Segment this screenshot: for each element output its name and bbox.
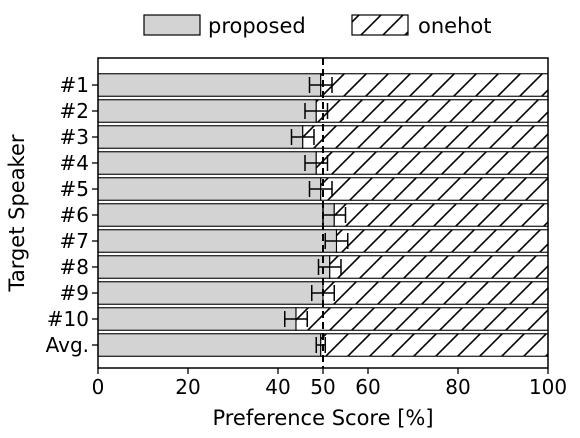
x-tick-label: 40	[265, 375, 290, 399]
bar-proposed-1	[97, 73, 322, 97]
bar-onehot-7	[335, 229, 549, 253]
x-axis-ticks: 0 20 40 50 60 80 100	[92, 368, 567, 399]
bar-onehot-9	[322, 281, 549, 305]
x-tick-label: 0	[92, 375, 105, 399]
y-axis-title: Target Speaker	[5, 134, 29, 292]
error-bars-group	[284, 77, 349, 353]
y-tick-label: #3	[60, 125, 89, 149]
y-tick-label: #10	[47, 307, 89, 331]
bar-onehot-6	[333, 203, 549, 227]
x-axis-title: Preference Score [%]	[212, 406, 433, 430]
bar-proposed-11	[97, 333, 322, 357]
legend-swatch-proposed	[143, 14, 201, 36]
y-tick-label: #6	[60, 203, 89, 227]
legend: proposed onehot	[143, 14, 491, 38]
bar-onehot-10	[295, 307, 549, 331]
legend-swatch-onehot	[351, 14, 409, 36]
x-tick-label: 20	[175, 375, 200, 399]
bar-proposed-4	[97, 151, 317, 175]
error-bar-6	[322, 207, 347, 223]
bar-proposed-8	[97, 255, 331, 279]
error-bar-1	[308, 77, 333, 93]
y-tick-label: #5	[60, 177, 89, 201]
bar-onehot-3	[302, 125, 549, 149]
y-tick-label: #9	[60, 281, 89, 305]
x-tick-label: 80	[445, 375, 470, 399]
error-bar-4	[304, 155, 329, 171]
x-tick-label: 60	[355, 375, 380, 399]
error-bar-2	[304, 103, 329, 119]
bar-proposed-6	[97, 203, 335, 227]
bar-proposed-7	[97, 229, 338, 253]
bar-onehot-1	[320, 73, 549, 97]
y-tick-label: #4	[60, 151, 89, 175]
bar-proposed-5	[97, 177, 322, 201]
bar-onehot-4	[315, 151, 549, 175]
bar-proposed-3	[97, 125, 304, 149]
error-bar-5	[308, 181, 333, 197]
bar-onehot-2	[315, 99, 549, 123]
error-bar-9	[311, 285, 335, 301]
y-tick-label: #8	[60, 255, 89, 279]
error-bar-7	[324, 233, 349, 249]
y-tick-label: Avg.	[46, 333, 89, 357]
error-bar-10	[284, 311, 308, 327]
bar-proposed-10	[97, 307, 297, 331]
bar-onehot-11	[320, 333, 549, 357]
y-tick-label: #1	[60, 73, 89, 97]
y-tick-label: #7	[60, 229, 89, 253]
bar-onehot-5	[320, 177, 549, 201]
error-bar-3	[290, 129, 315, 145]
bar-proposed-9	[97, 281, 324, 305]
x-tick-label: 100	[529, 375, 567, 399]
error-bar-11	[315, 337, 326, 353]
bar-onehot-8	[329, 255, 549, 279]
legend-label-proposed: proposed	[208, 14, 306, 38]
error-bar-8	[317, 259, 342, 275]
legend-label-onehot: onehot	[418, 14, 491, 38]
x-tick-label: 50	[310, 375, 335, 399]
bar-proposed-2	[97, 99, 317, 123]
y-tick-label: #2	[60, 99, 89, 123]
